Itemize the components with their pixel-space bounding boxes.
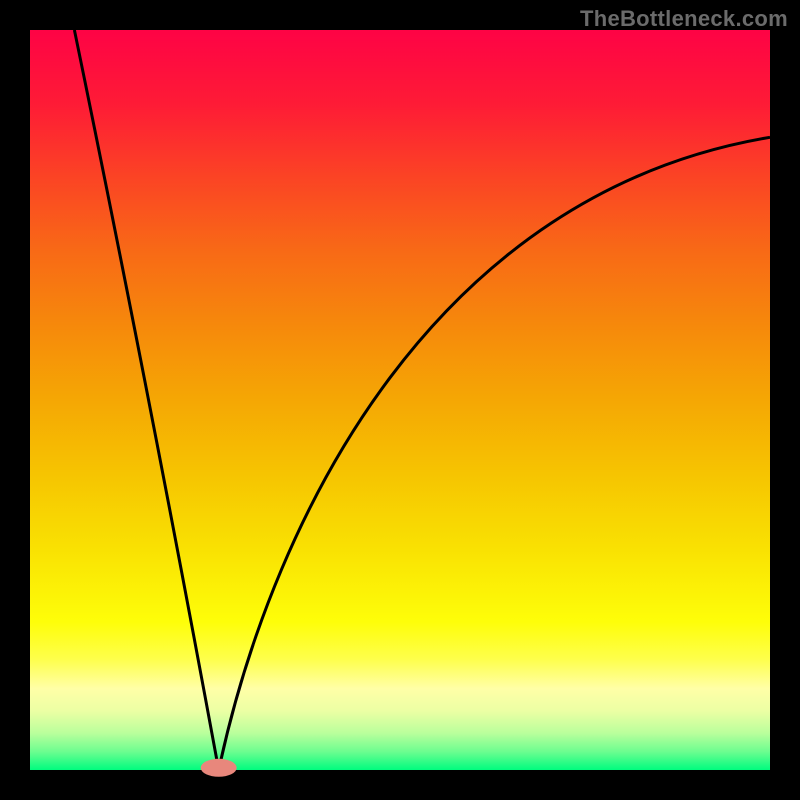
watermark-text: TheBottleneck.com — [580, 6, 788, 32]
bottleneck-chart — [0, 0, 800, 800]
optimal-point-marker — [201, 759, 237, 777]
chart-gradient-bg — [30, 30, 770, 770]
chart-container: TheBottleneck.com — [0, 0, 800, 800]
